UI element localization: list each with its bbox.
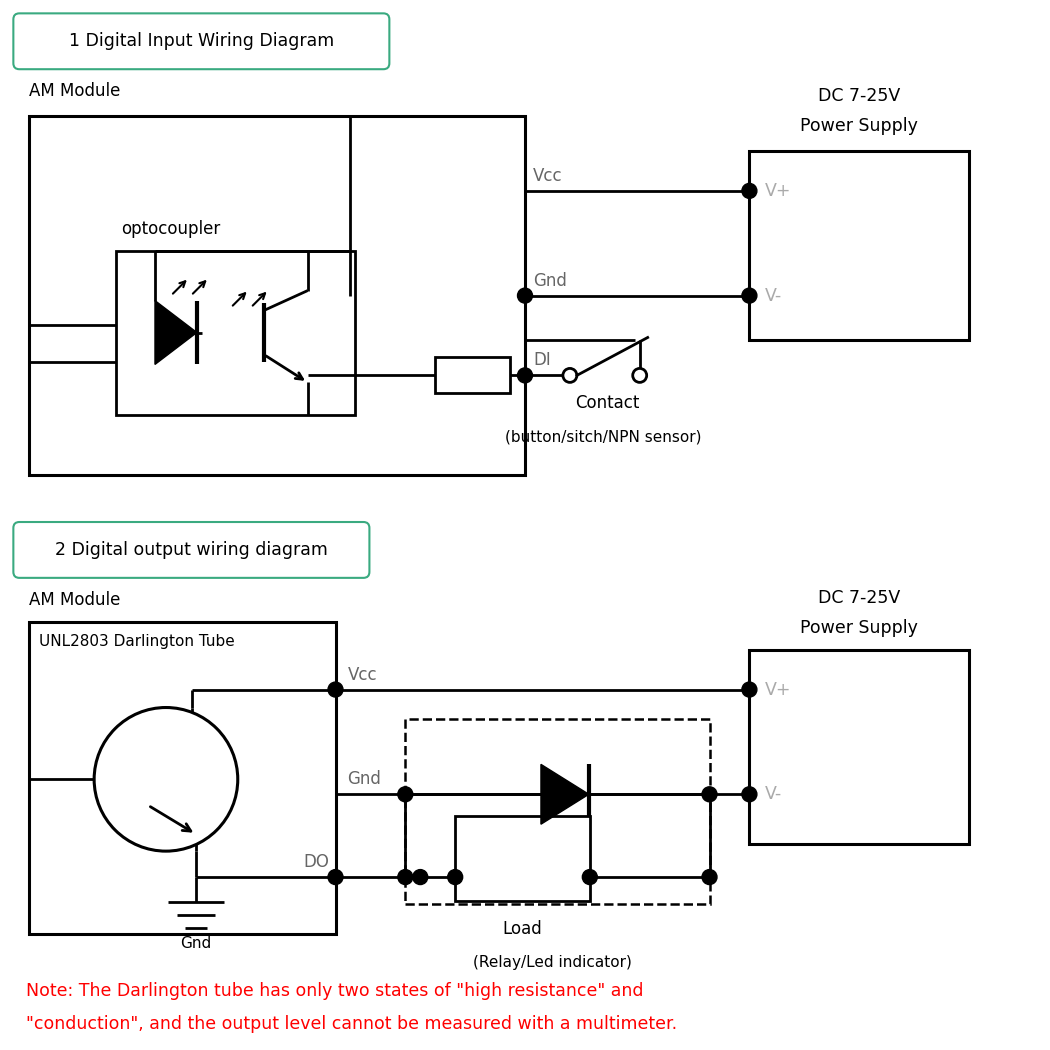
Circle shape [518, 288, 532, 303]
Text: optocoupler: optocoupler [121, 219, 220, 237]
Text: V+: V+ [764, 680, 791, 698]
Text: V-: V- [764, 785, 781, 803]
Text: UNL2803 Darlington Tube: UNL2803 Darlington Tube [39, 634, 235, 649]
Text: Note: The Darlington tube has only two states of "high resistance" and: Note: The Darlington tube has only two s… [26, 982, 644, 1000]
Bar [405, 719, 710, 904]
Circle shape [447, 869, 463, 884]
Bar [750, 650, 969, 844]
Text: Gnd: Gnd [181, 937, 211, 951]
Bar [29, 117, 525, 476]
Text: Gnd: Gnd [348, 771, 381, 789]
Circle shape [702, 869, 717, 884]
Text: 1 Digital Input Wiring Diagram: 1 Digital Input Wiring Diagram [68, 33, 334, 50]
Circle shape [742, 682, 757, 697]
FancyBboxPatch shape [14, 14, 390, 69]
Text: "conduction", and the output level cannot be measured with a multimeter.: "conduction", and the output level canno… [26, 1014, 677, 1033]
Text: AM Module: AM Module [29, 82, 121, 100]
Text: (Relay/Led indicator): (Relay/Led indicator) [472, 956, 632, 970]
Circle shape [518, 368, 532, 383]
Text: -: - [460, 849, 467, 868]
Circle shape [398, 786, 413, 802]
Bar [750, 151, 969, 340]
Text: AM Module: AM Module [29, 591, 121, 609]
Circle shape [94, 708, 237, 852]
Text: Load: Load [503, 920, 543, 938]
Bar [29, 622, 336, 933]
Circle shape [413, 869, 427, 884]
Text: V+: V+ [764, 182, 791, 200]
Text: DO: DO [303, 853, 330, 871]
Circle shape [583, 869, 597, 884]
Text: DC 7-25V: DC 7-25V [818, 87, 900, 105]
Circle shape [328, 682, 343, 697]
Circle shape [742, 786, 757, 802]
Circle shape [398, 869, 413, 884]
Circle shape [742, 184, 757, 198]
Polygon shape [541, 764, 589, 824]
Text: Power Supply: Power Supply [800, 117, 918, 135]
Bar [117, 251, 356, 416]
Circle shape [702, 786, 717, 802]
Bar [436, 357, 510, 394]
Text: DI: DI [533, 352, 551, 370]
Text: Vcc: Vcc [348, 666, 377, 684]
Polygon shape [155, 300, 196, 364]
Text: Power Supply: Power Supply [800, 618, 918, 636]
Text: 2 Digital output wiring diagram: 2 Digital output wiring diagram [55, 541, 328, 559]
Text: +: + [573, 849, 590, 868]
FancyBboxPatch shape [14, 522, 370, 578]
Bar [456, 816, 590, 901]
Text: Contact: Contact [574, 395, 639, 413]
Text: V-: V- [764, 287, 781, 304]
Circle shape [328, 869, 343, 884]
Circle shape [742, 288, 757, 303]
Text: Gnd: Gnd [533, 272, 567, 290]
Circle shape [633, 369, 647, 382]
Text: Vcc: Vcc [533, 167, 563, 185]
Text: DC 7-25V: DC 7-25V [818, 589, 900, 607]
Text: (button/sitch/NPN sensor): (button/sitch/NPN sensor) [505, 429, 701, 445]
Circle shape [563, 369, 576, 382]
